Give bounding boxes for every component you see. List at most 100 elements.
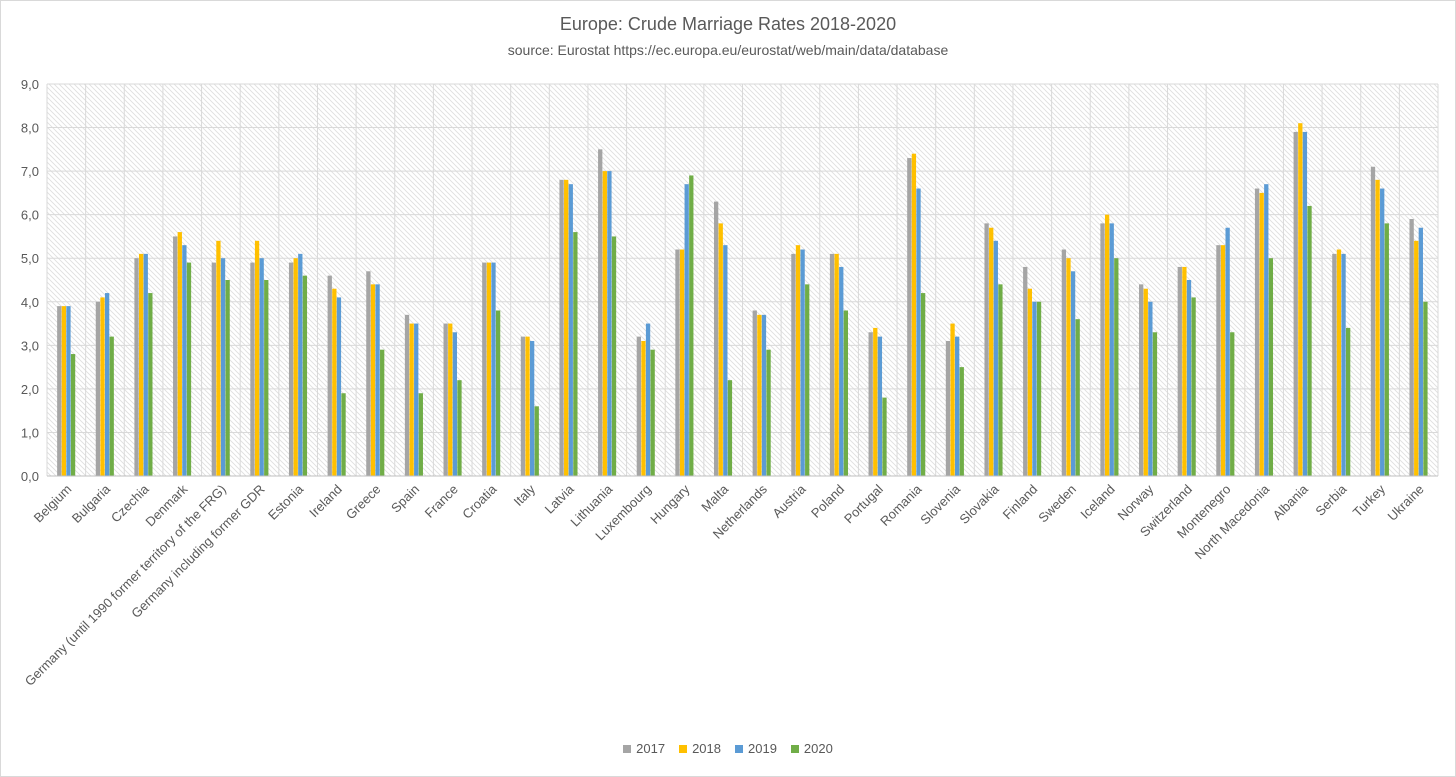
- x-tick-label: Ireland: [306, 482, 345, 521]
- bar-2020-iceland: [1114, 258, 1119, 476]
- bar-2019-slovakia: [993, 240, 998, 476]
- bar-2019-sweden: [1070, 271, 1076, 476]
- x-tick-label: Latvia: [542, 481, 578, 517]
- bar-2020-denmark: [186, 262, 192, 476]
- bar-2020-romania: [920, 293, 926, 476]
- bar-2017-austria: [791, 253, 796, 476]
- bar-2020-finland: [1036, 301, 1042, 476]
- bar-2020-bulgaria: [109, 336, 114, 476]
- bar-2019-czechia: [143, 253, 148, 476]
- bar-2018-croatia: [486, 262, 492, 476]
- y-tick-label: 1,0: [21, 425, 39, 440]
- bar-2019-denmark: [182, 245, 187, 476]
- bar-2017-denmark: [173, 236, 178, 476]
- bar-2019-bulgaria: [104, 293, 110, 476]
- x-tick-label: Sweden: [1035, 482, 1079, 526]
- bar-2020-austria: [805, 284, 810, 476]
- bar-2019-montenegro: [1225, 227, 1230, 476]
- bar-2018-sweden: [1066, 258, 1071, 476]
- bar-2017-switzerland: [1177, 266, 1182, 476]
- bar-2018-portugal: [873, 327, 878, 476]
- legend-swatch: [623, 744, 632, 753]
- bar-2020-malta: [727, 380, 733, 476]
- bar-2019-turkey: [1380, 188, 1385, 477]
- bar-2019-switzerland: [1186, 280, 1192, 476]
- bar-2020-spain: [418, 393, 423, 476]
- bar-2017-serbia: [1332, 253, 1337, 476]
- bar-2017-croatia: [482, 262, 487, 476]
- bar-2020-ukraine: [1423, 301, 1428, 476]
- bar-2018-denmark: [177, 232, 182, 476]
- bar-2020-norway: [1152, 332, 1158, 476]
- bar-2017-czechia: [134, 258, 139, 476]
- bar-2019-latvia: [568, 184, 573, 476]
- bar-2020-czechia: [148, 293, 153, 476]
- bar-2018-north-macedonia: [1259, 192, 1264, 476]
- bar-2018-slovenia: [950, 323, 955, 476]
- legend-item-2020: 2020: [790, 741, 833, 756]
- bar-2018-albania: [1298, 123, 1303, 476]
- bar-2018-greece: [370, 284, 376, 476]
- y-tick-label: 5,0: [21, 251, 39, 266]
- bar-2020-serbia: [1346, 327, 1351, 476]
- y-tick-label: 3,0: [21, 338, 39, 353]
- legend-label: 2017: [636, 741, 666, 756]
- bar-2019-greece: [375, 284, 380, 476]
- bar-2019-france: [452, 332, 458, 476]
- legend-swatch: [679, 744, 688, 753]
- bar-2019-serbia: [1341, 253, 1346, 476]
- x-tick-label: Serbia: [1312, 481, 1350, 519]
- bar-2020-slovenia: [959, 367, 964, 476]
- bar-2018-belgium: [61, 306, 67, 476]
- bar-2018-finland: [1027, 288, 1032, 476]
- bar-2019-poland: [839, 266, 844, 476]
- bar-2018-spain: [409, 323, 414, 476]
- bar-2019-iceland: [1109, 223, 1114, 476]
- y-tick-label: 0,0: [21, 469, 39, 484]
- bar-2020-estonia: [302, 275, 308, 476]
- bar-2017-albania: [1293, 131, 1298, 476]
- bar-2017-sweden: [1061, 249, 1067, 476]
- bar-2019-romania: [916, 188, 921, 477]
- bar-2018-iceland: [1104, 214, 1110, 476]
- x-tick-label: Belgium: [31, 482, 75, 526]
- bar-2017-portugal: [868, 332, 873, 476]
- bar-2018-netherlands: [757, 314, 762, 476]
- x-tick-label: Hungary: [647, 481, 693, 527]
- x-tick-label: Estonia: [265, 481, 307, 523]
- bar-2019-finland: [1032, 301, 1037, 476]
- bar-2020-greece: [380, 349, 385, 476]
- bar-2018-hungary: [679, 249, 685, 476]
- y-tick-label: 6,0: [21, 208, 39, 223]
- bar-2017-norway: [1139, 284, 1144, 476]
- bar-2019-portugal: [877, 336, 883, 476]
- x-tick-label: Romania: [877, 481, 925, 529]
- bar-2017-italy: [520, 336, 526, 476]
- bar-2018-serbia: [1336, 249, 1342, 476]
- bar-2020-latvia: [573, 232, 578, 476]
- x-tick-label: Slovakia: [956, 481, 1002, 527]
- bar-2018-germany-including-former-gdr: [254, 240, 260, 476]
- bar-2017-france: [443, 323, 448, 476]
- bar-2019-croatia: [491, 262, 496, 476]
- bar-2017-spain: [404, 314, 410, 476]
- bar-2019-albania: [1302, 131, 1308, 476]
- bar-2019-slovenia: [955, 336, 960, 476]
- bar-2017-lithuania: [598, 149, 603, 477]
- bar-2020-germany-until-1990-former-territory-of-the-frg-: [225, 280, 230, 476]
- bar-2019-north-macedonia: [1264, 184, 1269, 476]
- bar-2018-switzerland: [1182, 266, 1187, 476]
- chart-subtitle: source: Eurostat https://ec.europa.eu/eu…: [507, 42, 949, 58]
- bar-2018-france: [448, 323, 453, 476]
- bar-2018-slovakia: [989, 227, 994, 476]
- bar-2017-bulgaria: [95, 301, 101, 476]
- legend-item-2018: 2018: [679, 741, 721, 756]
- bar-2020-sweden: [1075, 319, 1080, 476]
- bar-2020-albania: [1307, 205, 1312, 476]
- bar-2018-romania: [911, 153, 917, 476]
- bar-2019-belgium: [66, 306, 71, 476]
- bar-2020-france: [457, 380, 462, 476]
- bar-2017-montenegro: [1216, 245, 1221, 476]
- bar-2019-germany-until-1990-former-territory-of-the-frg-: [220, 258, 226, 476]
- legend-label: 2019: [748, 741, 777, 756]
